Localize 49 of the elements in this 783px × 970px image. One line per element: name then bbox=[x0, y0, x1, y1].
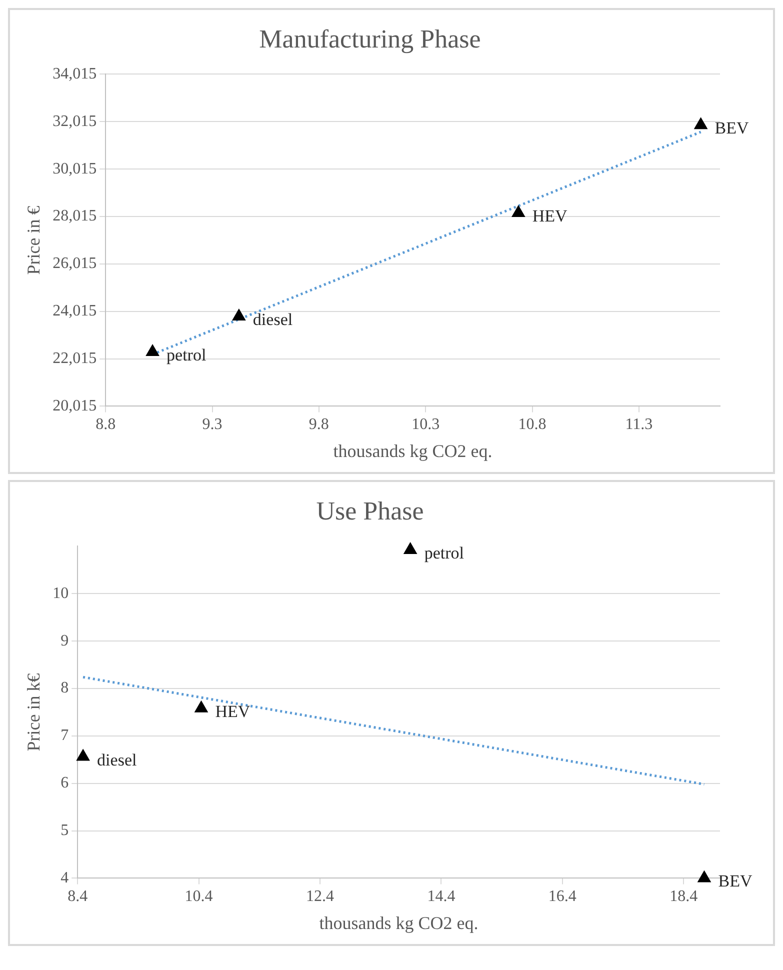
point bbox=[232, 308, 246, 320]
annotation: diesel bbox=[252, 310, 293, 329]
y-axis-title: Price in € bbox=[24, 206, 44, 275]
y-tick-label: 7 bbox=[60, 727, 69, 744]
y-tick-label: 5 bbox=[60, 822, 69, 839]
y-tick-label: 28,015 bbox=[52, 208, 97, 225]
y-tick-label: 32,015 bbox=[52, 112, 97, 130]
y-tick-label: 30,015 bbox=[52, 160, 97, 178]
y-tick-label: 4 bbox=[60, 869, 69, 886]
chart-title: Use Phase bbox=[316, 496, 424, 526]
annotation: HEV bbox=[215, 702, 251, 721]
y-tick-label: 24,015 bbox=[52, 302, 97, 320]
point bbox=[698, 870, 711, 882]
x-tick-label: 8.4 bbox=[68, 888, 88, 906]
point bbox=[404, 542, 417, 554]
y-tick-label: 10 bbox=[52, 584, 69, 602]
x-tick-label: 10.8 bbox=[518, 416, 546, 434]
annotation: BEV bbox=[714, 118, 750, 138]
x-axis-title: thousands kg CO2 eq. bbox=[333, 440, 492, 461]
point bbox=[76, 749, 90, 761]
x-tick-label: 12.4 bbox=[306, 888, 334, 906]
annotation: BEV bbox=[718, 872, 753, 891]
x-tick-label: 16.4 bbox=[548, 888, 576, 906]
y-tick-label: 22,015 bbox=[52, 350, 97, 367]
x-tick-label: 10.3 bbox=[412, 416, 440, 434]
x-tick-label: 9.3 bbox=[202, 416, 222, 434]
point bbox=[694, 118, 708, 130]
y-tick-label: 26,015 bbox=[52, 255, 97, 272]
annotation: petrol bbox=[424, 543, 464, 562]
y-axis-title: Price in k€ bbox=[24, 673, 44, 752]
y-tick-label: 6 bbox=[60, 774, 69, 792]
y-tick-label: 20,015 bbox=[52, 397, 97, 414]
annotation: HEV bbox=[532, 206, 568, 226]
x-tick-label: 18.4 bbox=[670, 888, 698, 906]
annotation: petrol bbox=[166, 345, 206, 364]
x-axis-title: thousands kg CO2 eq. bbox=[319, 912, 478, 933]
y-tick-label: 8 bbox=[60, 680, 69, 697]
point bbox=[146, 344, 160, 356]
point bbox=[512, 206, 525, 218]
x-tick-label: 10.4 bbox=[184, 888, 213, 906]
x-tick-label: 8.8 bbox=[96, 416, 116, 434]
x-tick-label: 14.4 bbox=[427, 888, 456, 906]
annotation: diesel bbox=[97, 750, 137, 770]
y-tick-label: 34,015 bbox=[52, 65, 97, 82]
chart-title: Manufacturing Phase bbox=[259, 24, 481, 54]
y-tick-label: 9 bbox=[60, 632, 69, 650]
x-tick-label: 9.8 bbox=[308, 416, 329, 434]
point bbox=[194, 700, 208, 712]
x-tick-label: 11.3 bbox=[625, 416, 653, 434]
